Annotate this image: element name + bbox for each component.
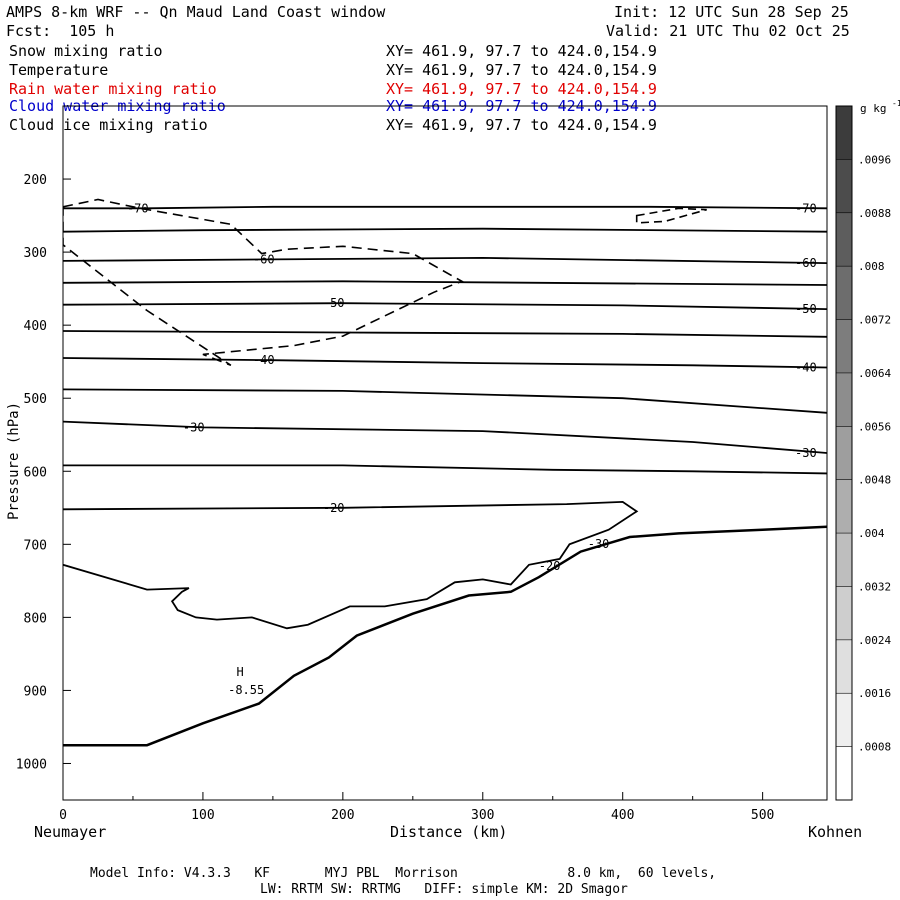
colorbar-swatch — [836, 212, 852, 267]
field-xy-temperature: XY= 461.9, 97.7 to 424.0,154.9 — [386, 61, 657, 79]
colorbar-tick-label: .0056 — [858, 420, 891, 433]
x-axis-title: Distance (km) — [390, 823, 508, 841]
colorbar-swatch — [836, 639, 852, 694]
colorbar-swatch — [836, 533, 852, 587]
colorbar-tick-label: .004 — [858, 527, 885, 540]
isotherm-line — [63, 227, 827, 233]
isotherm-label: -30 — [183, 420, 205, 434]
isotherm-line — [63, 464, 827, 475]
y-tick-label: 300 — [24, 246, 47, 261]
colorbar-tick-label: .0032 — [858, 580, 891, 593]
terrain-layer — [63, 525, 828, 800]
chart-title: AMPS 8-km WRF -- Qn Maud Land Coast wind… — [6, 3, 386, 21]
field-name-temperature: Temperature — [9, 61, 109, 79]
isotherm-label: -60 — [795, 256, 817, 270]
isotherm-label: -20 — [323, 501, 345, 515]
colorbar-swatch — [836, 106, 852, 160]
colorbar-swatch — [836, 266, 852, 320]
colorbar-tick-label: .008 — [858, 260, 885, 273]
left-endpoint-label: Neumayer — [34, 823, 107, 841]
plot-frame — [62, 105, 828, 801]
colorbar-tick-label: .0024 — [858, 634, 891, 647]
isotherm-label: -30 — [795, 446, 817, 460]
y-tick-label: 200 — [24, 173, 47, 188]
colorbar-unit-superscript: -1 — [892, 99, 900, 108]
isotherm-label: -40 — [253, 353, 275, 367]
cloud-ice-layer — [63, 198, 707, 367]
isotherm-line — [63, 256, 827, 264]
isotherm-line — [63, 330, 827, 338]
field-xy-rain: XY= 461.9, 97.7 to 424.0,154.9 — [386, 80, 657, 98]
extra-label: -20 — [539, 559, 561, 573]
isotherm-label: -60 — [253, 252, 275, 266]
colorbar-swatch — [836, 479, 852, 534]
colorbar-swatch — [836, 746, 852, 800]
colorbar-tick-label: .0016 — [858, 687, 891, 700]
y-tick-label: 800 — [24, 611, 47, 626]
colorbar-tick-label: .0048 — [858, 474, 891, 487]
field-xy-cloud-ice: XY= 461.9, 97.7 to 424.0,154.9 — [386, 116, 657, 134]
cloud-ice-contour — [63, 198, 464, 367]
isotherm-layer — [63, 205, 827, 630]
isotherm-line — [63, 500, 639, 630]
colorbar-tick-label: .0096 — [858, 153, 891, 166]
colorbar-tick-label: .0008 — [858, 741, 891, 754]
y-tick-label: 600 — [24, 465, 47, 480]
cloud-ice-contour-small — [635, 207, 707, 224]
colorbar-swatch — [836, 372, 852, 427]
forecast-hour: Fcst: 105 h — [6, 22, 115, 40]
y-axis-title: Pressure (hPa) — [6, 402, 22, 520]
terrain-fill — [63, 526, 827, 800]
isotherm-line — [63, 205, 827, 210]
colorbar-tick-label: .0064 — [858, 367, 891, 380]
x-tick-label: 300 — [471, 808, 494, 823]
colorbar-tick-label: .0072 — [858, 314, 891, 327]
isotherm-label: -70 — [795, 201, 817, 215]
colorbar-unit: g kg — [860, 102, 887, 115]
right-endpoint-label: Kohnen — [808, 823, 863, 841]
isotherm-line — [63, 357, 827, 369]
x-tick-label: 400 — [611, 808, 634, 823]
colorbar-swatch — [836, 159, 852, 213]
isotherm-line — [63, 302, 827, 310]
isotherm-line — [63, 388, 827, 414]
colorbar-tick-label: .0088 — [858, 207, 891, 220]
extra-label: -30 — [588, 537, 610, 551]
extra-label: -8.55 — [228, 683, 264, 697]
field-name-rain: Rain water mixing ratio — [9, 80, 217, 98]
field-name-snow: Snow mixing ratio — [9, 42, 163, 60]
extra-label: H — [237, 665, 244, 679]
x-tick-label: 200 — [331, 808, 354, 823]
contour-label-layer: -70 -70 -60 -60 -50 -50 -40 -40 -30 -30 -20 H -8.55 -… — [127, 201, 817, 697]
colorbar-swatch — [836, 693, 852, 747]
init-time: Init: 12 UTC Sun 28 Sep 25 — [614, 3, 849, 21]
axes-layer: 0 100 200 300 400 500 200 300 400 500 600 700 800 900… — [16, 173, 775, 823]
colorbar-frame — [835, 105, 853, 801]
y-tick-label: 400 — [24, 319, 47, 334]
colorbar: .0096 .0088 .008 .0072 .0064 .0056 .0048 .004 .0… — [835, 105, 891, 801]
colorbar-swatch — [836, 319, 852, 373]
field-xy-snow: XY= 461.9, 97.7 to 424.0,154.9 — [386, 42, 657, 60]
valid-time: Valid: 21 UTC Thu 02 Oct 25 — [606, 22, 850, 40]
y-tick-label: 1000 — [16, 757, 47, 772]
x-tick-label: 0 — [59, 808, 67, 823]
model-info-line2: LW: RRTM SW: RRTMG DIFF: simple KM: 2D S… — [260, 882, 628, 897]
model-info-line1: Model Info: V4.3.3 KF MYJ PBL Morrison 8… — [90, 866, 717, 881]
colorbar-swatch — [836, 586, 852, 640]
x-tick-label: 500 — [751, 808, 774, 823]
terrain-surface — [63, 525, 828, 747]
y-tick-label: 900 — [24, 684, 47, 699]
y-tick-label: 500 — [24, 392, 47, 407]
isotherm-label: -50 — [795, 302, 817, 316]
y-tick-label: 700 — [24, 538, 47, 553]
isotherm-label: -50 — [323, 296, 345, 310]
x-tick-label: 100 — [191, 808, 214, 823]
isotherm-line — [63, 420, 827, 454]
colorbar-swatch — [836, 426, 852, 480]
isotherm-label: -70 — [127, 201, 149, 215]
field-name-cloud-ice: Cloud ice mixing ratio — [9, 116, 208, 134]
isotherm-line — [63, 280, 827, 286]
isotherm-label: -40 — [795, 361, 817, 375]
